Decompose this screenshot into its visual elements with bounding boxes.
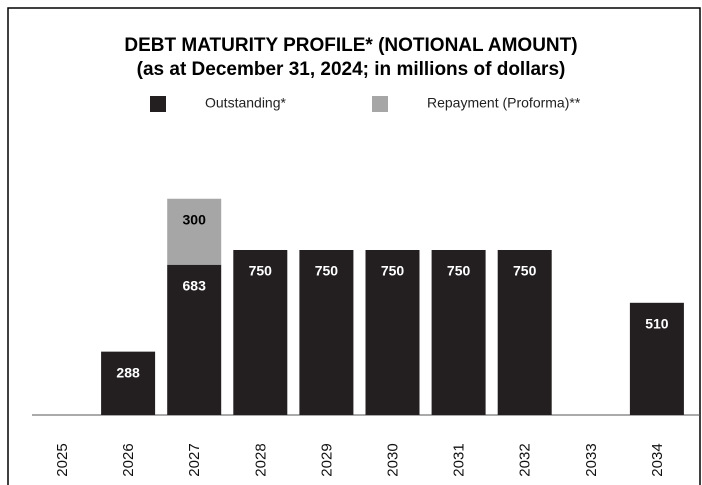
bar-segment [233,250,288,415]
x-tick-label: 2030 [384,443,401,476]
data-label: 510 [645,316,669,332]
bar-segment [497,250,552,415]
bar-segment [167,264,222,415]
data-label: 750 [447,263,471,279]
chart-subtitle: (as at December 31, 2024; in millions of… [137,59,566,80]
data-label: 683 [183,277,207,293]
x-tick-label: 2027 [186,443,203,476]
legend-swatch [150,96,166,112]
bar-segment [629,302,684,415]
data-label: 750 [315,263,339,279]
legend-label: Repayment (Proforma)** [427,95,581,111]
data-label: 750 [381,263,405,279]
x-tick-label: 2034 [649,443,666,476]
bar-segment [431,250,486,415]
legend-swatch [372,96,388,112]
x-tick-label: 2031 [451,443,468,476]
bar-segment [299,250,354,415]
data-label: 300 [183,211,207,227]
frame [7,7,701,485]
x-tick-label: 2033 [583,443,600,476]
bar-segment [365,250,420,415]
x-tick-label: 2026 [120,443,137,476]
chart-title: DEBT MATURITY PROFILE* (NOTIONAL AMOUNT) [124,35,577,56]
x-tick-label: 2032 [517,443,534,476]
x-tick-label: 2028 [252,443,269,476]
data-label: 750 [513,263,537,279]
bar-segment [101,351,156,415]
x-tick-label: 2025 [54,443,71,476]
data-label: 288 [116,364,140,380]
bar-segment [167,198,222,265]
legend-label: Outstanding* [205,95,286,111]
data-label: 750 [249,263,273,279]
x-tick-label: 2029 [318,443,335,476]
